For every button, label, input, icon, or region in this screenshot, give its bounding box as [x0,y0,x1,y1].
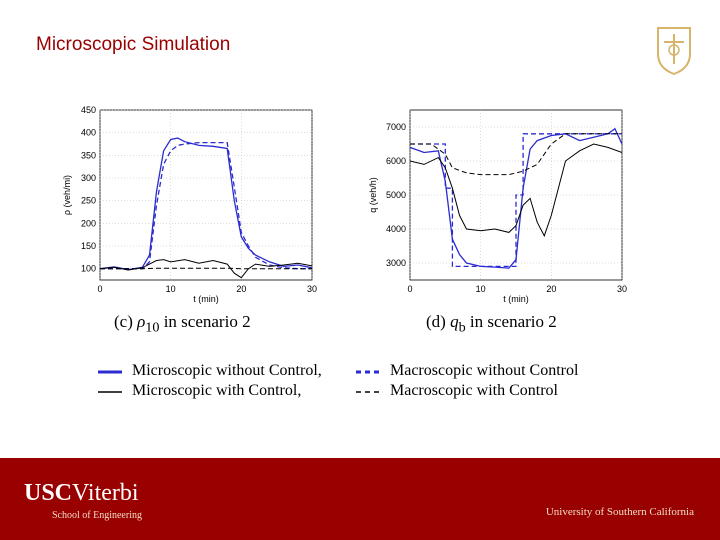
legend-swatch-blue-dashed [356,370,382,374]
legend-label-macro-no-control: Macroscopic without Control [390,362,579,379]
chart0-ytick-label-4: 300 [81,173,96,183]
chart1-ylabel: q (veh/h) [368,177,378,213]
chart0-series-1 [100,141,312,270]
caption-right-var: q [450,312,459,331]
caption-left: (c) ρ10 in scenario 2 [114,312,251,336]
chart1-xtick-label-1: 10 [476,284,486,294]
legend-label-micro-control: Microscopic with Control, [132,382,302,399]
chart-flow: 0 10 20 30 3000 4000 5000 6000 7000 t (min) q (veh… [360,100,640,310]
chart1-series-2 [410,143,622,238]
chart0-series-3 [100,267,312,270]
chart1-xtick-label-0: 0 [407,284,412,294]
chart1-xtick-label-3: 30 [617,284,627,294]
legend-item-micro-no-control: Microscopic without Control, [98,362,322,380]
chart-density-svg: 0 10 20 30 100 150 200 250 300 350 400 450 t (min) ρ … [62,105,317,304]
legend-label-macro-control: Macroscopic with Control [390,382,558,399]
usc-seal-icon [657,27,691,76]
chart0-xtick-label-1: 10 [166,284,176,294]
legend-item-macro-control: Macroscopic with Control [356,382,558,400]
school-name: School of Engineering [52,510,142,521]
caption-right-sub: b [458,319,466,336]
legend-swatch-black-solid [98,391,122,393]
chart1-ytick-label-0: 3000 [386,258,406,268]
legend-item-micro-control: Microscopic with Control, [98,382,301,400]
legend: Microscopic without Control, Macroscopic… [98,360,638,404]
chart0-series-2 [100,259,312,279]
chart1-ytick-label-2: 5000 [386,190,406,200]
footer-bar: USCViterbi School of Engineering Univers… [0,458,720,540]
chart-density: 0 10 20 30 100 150 200 250 300 350 400 450 t (min) ρ … [60,100,330,310]
chart0-xlabel: t (min) [193,294,219,304]
chart0-xtick-label-0: 0 [97,284,102,294]
chart0-ylabel: ρ (veh/mi) [62,175,72,215]
chart1-xtick-label-2: 20 [546,284,556,294]
legend-label-micro-no-control: Microscopic without Control, [132,362,322,379]
legend-swatch-blue-solid [98,370,122,374]
chart0-series-0 [100,137,312,271]
brand-viterbi: Viterbi [72,480,139,506]
usc-viterbi-logo: USCViterbi [24,480,139,507]
university-name: University of Southern California [545,506,694,518]
chart0-ytick-label-6: 400 [81,128,96,138]
legend-swatch-black-dashed [356,391,382,393]
brand-usc: USC [24,480,73,506]
legend-item-macro-no-control: Macroscopic without Control [356,362,578,380]
chart-flow-svg: 0 10 20 30 3000 4000 5000 6000 7000 t (min) q (veh… [368,109,627,304]
caption-right-prefix: (d) [426,312,446,331]
chart0-ytick-label-2: 200 [81,218,96,228]
chart1-ytick-label-1: 4000 [386,224,406,234]
chart0-ytick-label-7: 450 [81,105,96,115]
caption-left-sub: 10 [145,319,160,336]
chart1-xlabel: t (min) [503,294,529,304]
chart1-ytick-label-4: 7000 [386,122,406,132]
chart1-series-3 [410,133,622,176]
chart0-xtick-label-2: 20 [236,284,246,294]
chart1-series-1 [410,133,622,268]
slide-title: Microscopic Simulation [36,34,231,55]
caption-left-var: ρ [137,312,146,331]
chart0-xtick-label-3: 30 [307,284,317,294]
caption-right-suffix: in scenario 2 [469,312,557,331]
chart0-ytick-label-0: 100 [81,264,96,274]
chart0-ytick-label-1: 150 [81,241,96,251]
caption-left-suffix: in scenario 2 [163,312,251,331]
chart1-ytick-label-3: 6000 [386,156,406,166]
caption-left-prefix: (c) [114,312,133,331]
chart0-plot-area [99,109,313,281]
chart0-ytick-label-5: 350 [81,150,96,160]
chart0-ytick-label-3: 250 [81,196,96,206]
caption-right: (d) qb in scenario 2 [426,312,557,336]
